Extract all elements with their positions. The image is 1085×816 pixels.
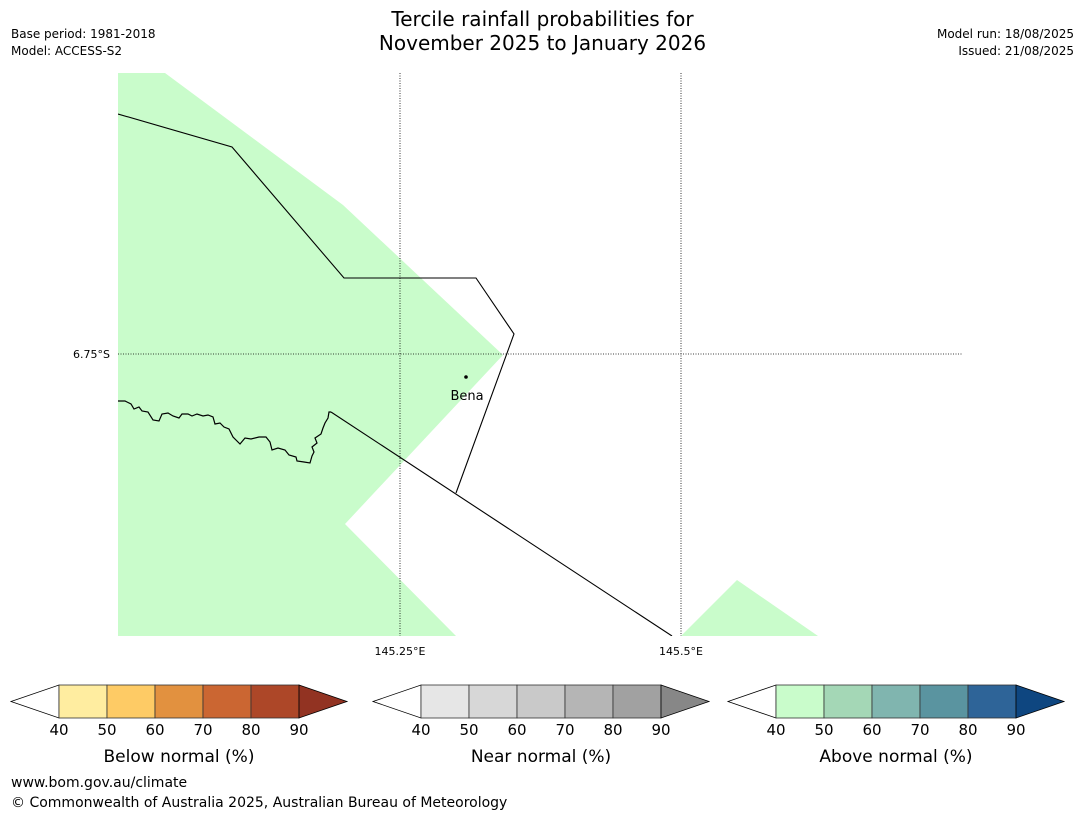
title-line-2: November 2025 to January 2026 bbox=[378, 31, 707, 55]
issued-date: Issued: 21/08/2025 bbox=[958, 44, 1074, 58]
colorbar-tick-label: 70 bbox=[555, 721, 574, 739]
colorbar-segment bbox=[58, 684, 108, 719]
colorbar-segment bbox=[420, 684, 470, 719]
colorbar-1: 40 50 60 70 80 90 Below normal (%) bbox=[9, 684, 349, 767]
colorbar-tick-label: 70 bbox=[193, 721, 212, 739]
map-title: Tercile rainfall probabilities for Novem… bbox=[0, 7, 1085, 55]
above-normal-region-main bbox=[118, 73, 503, 636]
river-line bbox=[118, 400, 331, 464]
colorbar-tick-label: 50 bbox=[459, 721, 478, 739]
colorbar-title: Above normal (%) bbox=[819, 747, 972, 767]
colorbar-segment bbox=[516, 684, 566, 719]
above-normal-region-southeast bbox=[681, 580, 818, 636]
colorbar-tick-label: 50 bbox=[814, 721, 833, 739]
province-boundary bbox=[118, 113, 515, 494]
colorbar-segment bbox=[202, 684, 252, 719]
colorbar-tick-label: 40 bbox=[411, 721, 430, 739]
colorbar-segment bbox=[612, 684, 662, 719]
colorbar-tick-label: 50 bbox=[97, 721, 116, 739]
colorbar-tick-label: 90 bbox=[1006, 721, 1025, 739]
colorbar-segment bbox=[250, 684, 300, 719]
map-area bbox=[118, 73, 963, 636]
legend-area: 40 50 60 70 80 90 Below normal (%) 40 50 60 70 80 90… bbox=[9, 684, 1066, 767]
lon-label-145-25: 145.25°E bbox=[375, 645, 426, 658]
colorbar-segment bbox=[871, 684, 921, 719]
colorbar-extend-high bbox=[1015, 684, 1066, 719]
colorbar-segment bbox=[967, 684, 1017, 719]
colorbar-tick-label: 70 bbox=[910, 721, 929, 739]
colorbar-tick-label: 60 bbox=[862, 721, 881, 739]
colorbar-tick-label: 40 bbox=[49, 721, 68, 739]
bena-marker bbox=[464, 375, 468, 379]
colorbar-extend-low bbox=[9, 684, 60, 719]
colorbar-segment bbox=[775, 684, 825, 719]
lat-label: 6.75°S bbox=[73, 348, 110, 361]
colorbar-segment bbox=[823, 684, 873, 719]
colorbar-2: 40 50 60 70 80 90 Near normal (%) bbox=[371, 684, 711, 767]
colorbar-segment bbox=[154, 684, 204, 719]
colorbar-segment bbox=[564, 684, 614, 719]
colorbar-segment bbox=[919, 684, 969, 719]
province-boundary-south bbox=[330, 411, 673, 636]
place-label-bena: Bena bbox=[450, 389, 483, 404]
colorbar-segment bbox=[106, 684, 156, 719]
colorbar-tick-label: 80 bbox=[241, 721, 260, 739]
footer-copyright: © Commonwealth of Australia 2025, Austra… bbox=[11, 795, 508, 811]
model-name: Model: ACCESS-S2 bbox=[11, 44, 123, 58]
colorbar-tick-label: 60 bbox=[507, 721, 526, 739]
colorbar-title: Below normal (%) bbox=[104, 747, 255, 767]
footer-url: www.bom.gov.au/climate bbox=[11, 775, 188, 791]
colorbar-tick-label: 60 bbox=[145, 721, 164, 739]
model-run: Model run: 18/08/2025 bbox=[936, 27, 1074, 41]
meta-right: Model run: 18/08/2025 Issued: 21/08/2025 bbox=[937, 26, 1074, 60]
colorbar-extend-high bbox=[298, 684, 349, 719]
colorbar-extend-low bbox=[371, 684, 422, 719]
colorbar-tick-label: 80 bbox=[958, 721, 977, 739]
colorbar-tick-label: 90 bbox=[651, 721, 670, 739]
colorbar-extend-high bbox=[660, 684, 711, 719]
colorbar-title: Near normal (%) bbox=[471, 747, 611, 767]
colorbar-extend-low bbox=[726, 684, 777, 719]
meta-left: Base period: 1981-2018 Model: ACCESS-S2 bbox=[11, 26, 156, 60]
colorbar-3: 40 50 60 70 80 90 Above normal (%) bbox=[726, 684, 1066, 767]
base-period: Base period: 1981-2018 bbox=[11, 27, 156, 41]
colorbar-tick-label: 90 bbox=[289, 721, 308, 739]
colorbar-tick-label: 80 bbox=[603, 721, 622, 739]
colorbar-tick-label: 40 bbox=[766, 721, 785, 739]
title-line-1: Tercile rainfall probabilities for bbox=[391, 7, 694, 31]
colorbar-segment bbox=[468, 684, 518, 719]
lon-label-145-5: 145.5°E bbox=[659, 645, 703, 658]
